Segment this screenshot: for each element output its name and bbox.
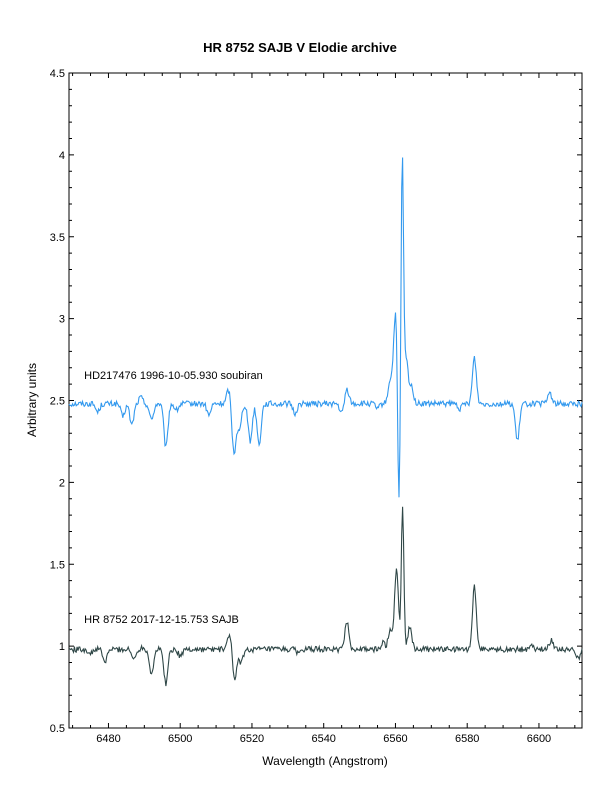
y-tick-label-1: 1 [59, 641, 65, 653]
chart-title: HR 8752 SAJB V Elodie archive [203, 40, 397, 55]
x-tick-label-6500: 6500 [168, 733, 192, 745]
x-tick-label-6560: 6560 [383, 733, 407, 745]
y-tick-label-2: 2 [59, 477, 65, 489]
y-tick-label-3.5: 3.5 [50, 232, 65, 244]
y-axis-label: Arbitrary units [25, 363, 39, 437]
x-tick-label-6600: 6600 [527, 733, 551, 745]
x-tick-label-6580: 6580 [455, 733, 479, 745]
y-tick-label-3: 3 [59, 314, 65, 326]
y-tick-label-4: 4 [59, 150, 65, 162]
y-tick-label-0.5: 0.5 [50, 723, 65, 735]
x-axis-label: Wavelength (Angstrom) [262, 754, 388, 768]
series-line-0 [68, 157, 583, 498]
axes: 6480 6500 6520 6540 6560 6580 6600 0.5 1 1.5 2 2.5 3… [50, 68, 583, 745]
x-tick-label-6520: 6520 [240, 733, 264, 745]
series-line-1 [68, 506, 583, 687]
x-tick-label-6480: 6480 [96, 733, 120, 745]
x-tick-label-6540: 6540 [311, 733, 335, 745]
series-annotation-0: HD217476 1996-10-05.930 soubiran [84, 370, 263, 382]
series-annotation-1: HR 8752 2017-12-15.753 SAJB [84, 614, 239, 626]
plot-area [68, 157, 583, 687]
y-tick-label-1.5: 1.5 [50, 559, 65, 571]
annotations: HD217476 1996-10-05.930 soubiran HR 8752 … [84, 370, 263, 626]
y-tick-label-2.5: 2.5 [50, 396, 65, 408]
y-tick-label-4.5: 4.5 [50, 68, 65, 80]
